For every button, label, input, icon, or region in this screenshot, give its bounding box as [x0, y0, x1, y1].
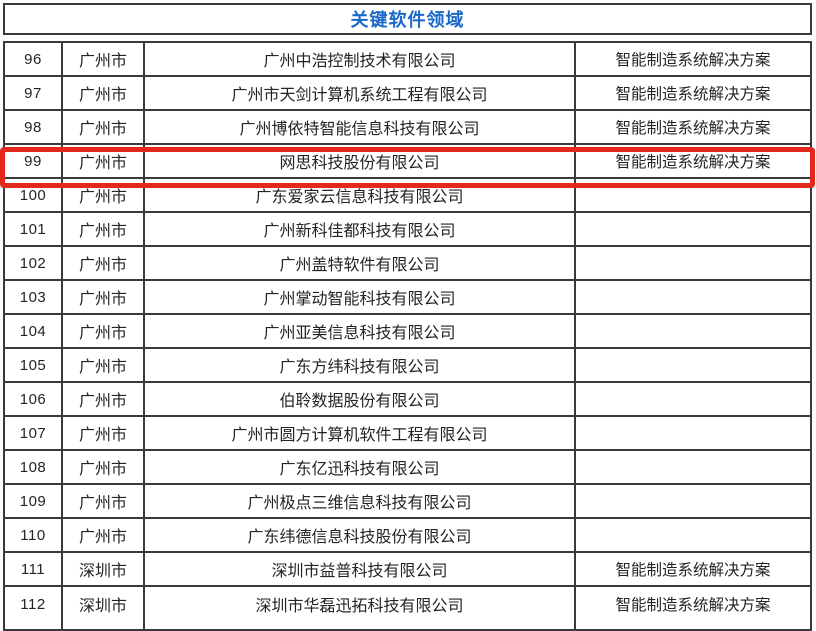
table-row: 104 广州市 广州亚美信息科技有限公司 [5, 315, 810, 349]
company-table-body: 96 广州市 广州中浩控制技术有限公司 智能制造系统解决方案 97 广州市 广州… [5, 43, 810, 621]
row-number: 111 [5, 553, 63, 585]
row-city: 广州市 [63, 247, 145, 279]
row-city: 广州市 [63, 315, 145, 347]
row-company: 网思科技股份有限公司 [145, 145, 576, 177]
row-solution [576, 383, 810, 415]
table-row: 103 广州市 广州掌动智能科技有限公司 [5, 281, 810, 315]
row-number: 104 [5, 315, 63, 347]
row-number: 99 [5, 145, 63, 177]
row-solution [576, 451, 810, 483]
row-company: 广东亿迅科技有限公司 [145, 451, 576, 483]
row-city: 广州市 [63, 77, 145, 109]
table-row: 112 深圳市 深圳市华磊迅拓科技有限公司 智能制造系统解决方案 [5, 587, 810, 621]
row-city: 广州市 [63, 213, 145, 245]
row-number: 112 [5, 587, 63, 621]
row-company: 广州盖特软件有限公司 [145, 247, 576, 279]
table-row: 109 广州市 广州极点三维信息科技有限公司 [5, 485, 810, 519]
row-solution: 智能制造系统解决方案 [615, 52, 771, 69]
row-solution [576, 417, 810, 449]
row-number: 108 [5, 451, 63, 483]
row-city: 广州市 [63, 145, 145, 177]
table-row: 100 广州市 广东爱家云信息科技有限公司 [5, 179, 810, 213]
row-number: 106 [5, 383, 63, 415]
table-row: 110 广州市 广东纬德信息科技股份有限公司 [5, 519, 810, 553]
row-city: 广州市 [63, 281, 145, 313]
document-table: 关键软件领域 96 广州市 广州中浩控制技术有限公司 智能制造系统解决方案 97… [0, 3, 815, 631]
table-row: 97 广州市 广州市天剑计算机系统工程有限公司 智能制造系统解决方案 [5, 77, 810, 111]
row-city: 深圳市 [63, 587, 145, 621]
row-solution [576, 349, 810, 381]
table-row: 106 广州市 伯聆数据股份有限公司 [5, 383, 810, 417]
table-row-partial [5, 621, 810, 629]
row-solution [576, 315, 810, 347]
table-row: 99 广州市 网思科技股份有限公司 智能制造系统解决方案 [5, 145, 810, 179]
row-number: 102 [5, 247, 63, 279]
row-city: 广州市 [63, 451, 145, 483]
row-city: 深圳市 [63, 553, 145, 585]
row-company: 广东方纬科技有限公司 [145, 349, 576, 381]
row-city: 广州市 [63, 417, 145, 449]
company-table: 96 广州市 广州中浩控制技术有限公司 智能制造系统解决方案 97 广州市 广州… [3, 41, 812, 631]
row-city: 广州市 [63, 383, 145, 415]
row-company: 广州市圆方计算机软件工程有限公司 [145, 417, 576, 449]
row-solution: 智能制造系统解决方案 [615, 597, 771, 614]
table-row: 102 广州市 广州盖特软件有限公司 [5, 247, 810, 281]
row-number [5, 621, 63, 629]
table-row: 101 广州市 广州新科佳都科技有限公司 [5, 213, 810, 247]
row-number: 107 [5, 417, 63, 449]
row-number: 97 [5, 77, 63, 109]
row-city: 广州市 [63, 349, 145, 381]
row-number: 109 [5, 485, 63, 517]
table-row: 105 广州市 广东方纬科技有限公司 [5, 349, 810, 383]
row-company: 深圳市华磊迅拓科技有限公司 [145, 587, 576, 621]
row-company: 广州市天剑计算机系统工程有限公司 [145, 77, 576, 109]
row-company: 广州亚美信息科技有限公司 [145, 315, 576, 347]
row-city: 广州市 [63, 111, 145, 143]
row-number: 98 [5, 111, 63, 143]
row-company: 广州极点三维信息科技有限公司 [145, 485, 576, 517]
row-company: 广东纬德信息科技股份有限公司 [145, 519, 576, 551]
row-company: 深圳市益普科技有限公司 [145, 553, 576, 585]
row-number: 105 [5, 349, 63, 381]
row-city: 广州市 [63, 519, 145, 551]
row-solution [576, 281, 810, 313]
row-company: 广州新科佳都科技有限公司 [145, 213, 576, 245]
row-solution: 智能制造系统解决方案 [615, 154, 771, 171]
row-city: 广州市 [63, 179, 145, 211]
row-solution: 智能制造系统解决方案 [615, 86, 771, 103]
row-solution [576, 247, 810, 279]
row-number: 100 [5, 179, 63, 211]
table-row: 96 广州市 广州中浩控制技术有限公司 智能制造系统解决方案 [5, 43, 810, 77]
row-solution [576, 485, 810, 517]
row-company: 广州博依特智能信息科技有限公司 [145, 111, 576, 143]
row-city: 广州市 [63, 485, 145, 517]
row-number: 110 [5, 519, 63, 551]
table-row: 98 广州市 广州博依特智能信息科技有限公司 智能制造系统解决方案 [5, 111, 810, 145]
row-solution [576, 179, 810, 211]
row-number: 101 [5, 213, 63, 245]
row-company: 广州中浩控制技术有限公司 [145, 43, 576, 75]
table-row: 107 广州市 广州市圆方计算机软件工程有限公司 [5, 417, 810, 451]
row-company [145, 621, 576, 629]
row-solution: 智能制造系统解决方案 [615, 120, 771, 137]
table-row: 108 广州市 广东亿迅科技有限公司 [5, 451, 810, 485]
row-company: 伯聆数据股份有限公司 [145, 383, 576, 415]
row-company: 广州掌动智能科技有限公司 [145, 281, 576, 313]
row-solution: 智能制造系统解决方案 [615, 562, 771, 579]
row-solution [576, 519, 810, 551]
table-title-bar: 关键软件领域 [3, 3, 812, 35]
row-solution [576, 213, 810, 245]
row-city [63, 621, 145, 629]
table-title: 关键软件领域 [350, 10, 465, 30]
table-row: 111 深圳市 深圳市益普科技有限公司 智能制造系统解决方案 [5, 553, 810, 587]
row-city: 广州市 [63, 43, 145, 75]
row-number: 96 [5, 43, 63, 75]
row-company: 广东爱家云信息科技有限公司 [145, 179, 576, 211]
row-solution [576, 621, 810, 629]
row-number: 103 [5, 281, 63, 313]
